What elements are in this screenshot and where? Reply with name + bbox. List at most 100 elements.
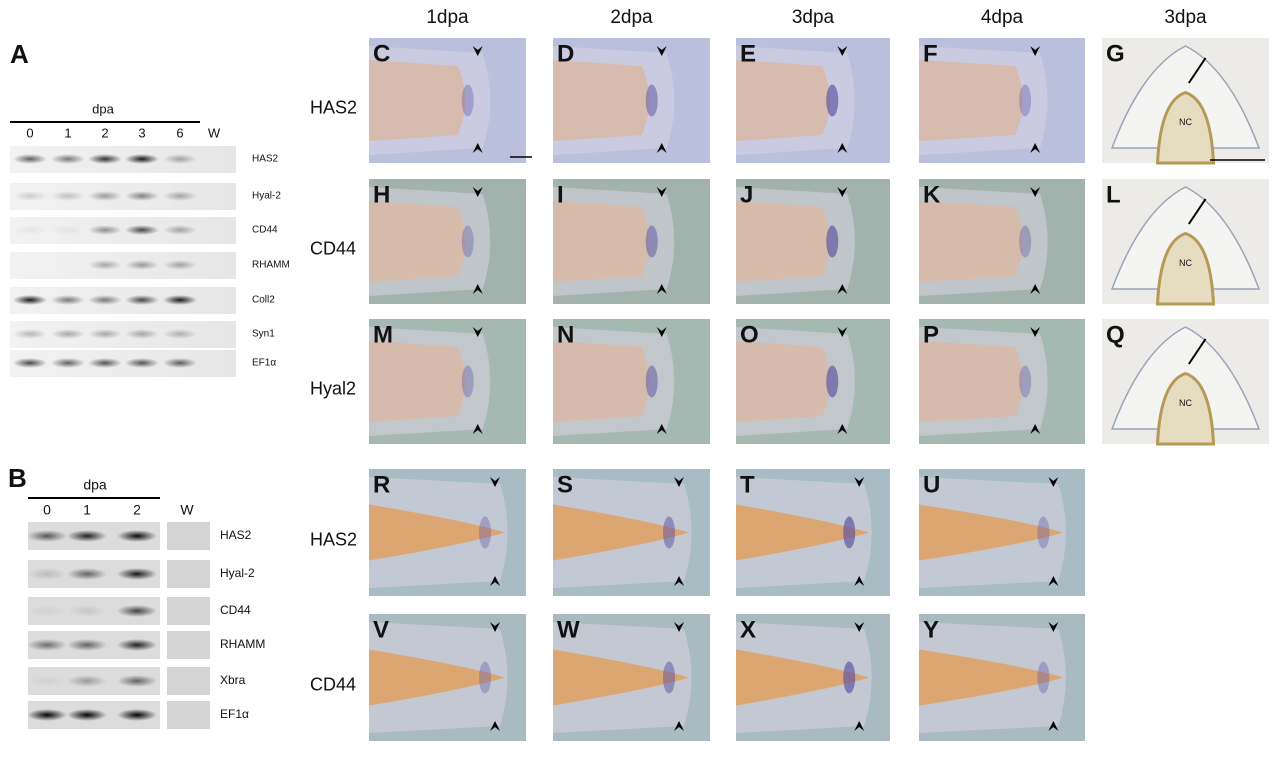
fin-body — [553, 341, 650, 422]
gel-band — [51, 295, 85, 305]
axis-title: dpa — [92, 101, 114, 116]
arrowhead — [656, 46, 667, 56]
gel-band — [163, 329, 197, 339]
stain — [1019, 84, 1032, 117]
fin-body — [736, 60, 830, 141]
gel-band — [27, 709, 67, 721]
panel-letter: G — [1106, 40, 1125, 67]
arrowhead — [472, 424, 483, 434]
fin-body — [919, 201, 1023, 282]
row-label: CD44 — [310, 674, 356, 694]
gel-band — [51, 329, 85, 339]
arrowhead — [472, 327, 483, 337]
gel-band — [125, 295, 159, 305]
gel-strip-water — [167, 597, 210, 625]
gel-band — [27, 675, 67, 687]
stain — [843, 516, 856, 549]
arrowhead — [854, 477, 865, 487]
row-label: CD44 — [310, 238, 356, 258]
gel-band — [13, 154, 47, 164]
fin-body — [553, 649, 690, 706]
arrowhead — [1030, 143, 1041, 153]
gene-label: Hyal-2 — [220, 566, 255, 580]
lane-label: W — [180, 502, 194, 518]
gel-strip-water — [167, 667, 210, 695]
panel-letter: Q — [1106, 321, 1125, 348]
arrow — [1188, 198, 1207, 225]
panel-letter: S — [557, 471, 573, 498]
gel-band — [13, 358, 47, 368]
gel-band — [27, 530, 67, 542]
panel-letter: C — [373, 40, 390, 67]
fin-body — [553, 201, 650, 282]
gene-label: EF1α — [220, 707, 249, 721]
section-label: NC — [1179, 258, 1192, 268]
panel-letter: N — [557, 321, 574, 348]
gel-strip — [10, 287, 236, 314]
lane-label: 1 — [64, 125, 71, 140]
gene-label: Coll2 — [252, 295, 275, 306]
stain — [1037, 661, 1050, 694]
gel-band — [67, 639, 107, 651]
fin-body — [369, 504, 506, 561]
stain — [663, 516, 676, 549]
arrowhead — [656, 284, 667, 294]
arrowhead — [1030, 424, 1041, 434]
arrowhead — [472, 284, 483, 294]
arrowhead — [656, 424, 667, 434]
gel-band — [125, 154, 159, 164]
arrowhead — [837, 424, 848, 434]
gel-band — [27, 605, 67, 617]
panel-letter: I — [557, 181, 564, 208]
panel-letter: H — [373, 181, 390, 208]
lane-label: 6 — [176, 125, 183, 140]
gel-band — [67, 675, 107, 687]
stain — [645, 365, 658, 398]
panel-letter: P — [923, 321, 939, 348]
arrowhead — [1048, 576, 1059, 586]
gel-strip-water — [167, 560, 210, 588]
gene-label: RHAMM — [220, 637, 265, 651]
gel-band — [125, 191, 159, 201]
gel-strip — [10, 217, 236, 244]
gel-band — [13, 191, 47, 201]
arrowhead — [656, 143, 667, 153]
arrowhead — [1048, 477, 1059, 487]
row-label: HAS2 — [310, 97, 357, 117]
gel-band — [117, 568, 157, 580]
gel-band — [88, 358, 122, 368]
stain — [826, 225, 839, 258]
fin-body — [553, 504, 690, 561]
panel-letter: E — [740, 40, 756, 67]
gel-band — [125, 225, 159, 235]
gel-band — [51, 154, 85, 164]
arrowhead — [674, 721, 685, 731]
gel-band — [163, 191, 197, 201]
arrow — [1188, 338, 1207, 365]
stain — [461, 365, 474, 398]
lane-label: W — [208, 125, 221, 140]
panel-label: B — [8, 463, 27, 493]
arrowhead — [837, 46, 848, 56]
gene-label: Syn1 — [252, 329, 275, 340]
gel-band — [117, 675, 157, 687]
gel-band — [51, 358, 85, 368]
gel-band — [67, 568, 107, 580]
panel-letter: V — [373, 616, 389, 643]
panel-letter: L — [1106, 181, 1121, 208]
arrowhead — [674, 622, 685, 632]
panel-letter: D — [557, 40, 574, 67]
gel-band — [117, 639, 157, 651]
gel-band — [51, 191, 85, 201]
panel-letter: K — [923, 181, 941, 208]
arrowhead — [656, 327, 667, 337]
gel-strip — [10, 146, 236, 173]
gel-band — [125, 329, 159, 339]
notochord — [1155, 231, 1216, 306]
gel-strip — [10, 350, 236, 377]
arrowhead — [490, 622, 501, 632]
gene-label: CD44 — [220, 603, 251, 617]
gel-strip-water — [167, 522, 210, 550]
stain — [1019, 225, 1032, 258]
gene-label: CD44 — [252, 225, 278, 236]
